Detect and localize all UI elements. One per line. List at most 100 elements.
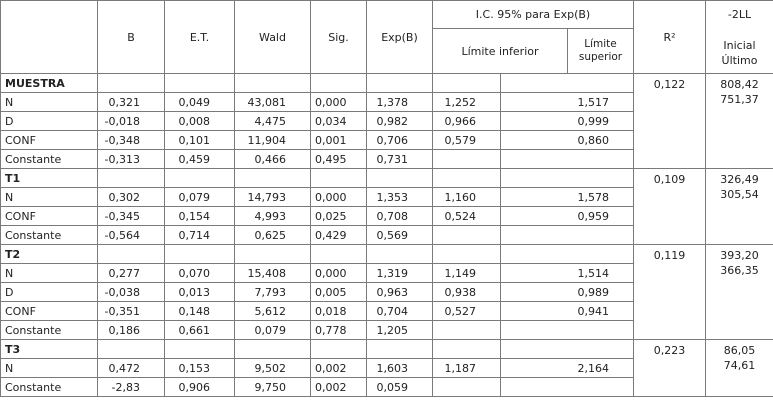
- empty-cell: [164, 73, 235, 93]
- row-label: N: [0, 263, 98, 283]
- row-label: N: [0, 92, 98, 112]
- row-label: N: [0, 358, 98, 378]
- value-cell: 0,000: [310, 92, 367, 112]
- data-row: Constante 0,186 0,661 0,079 0,778 1,205: [0, 320, 773, 340]
- value-cell: 0,731: [366, 149, 433, 169]
- data-row: N 0,321 0,049 43,081 0,000 1,378 1,252 1,517: [0, 92, 773, 112]
- value-cell: 5,612: [234, 301, 311, 321]
- value-cell: -0,564: [97, 225, 165, 245]
- empty-cell: [432, 73, 501, 93]
- value-cell: 0,466: [234, 149, 311, 169]
- value-cell: 0,070: [164, 263, 235, 283]
- value-cell: 0,459: [164, 149, 235, 169]
- value-cell: 0,059: [366, 377, 433, 397]
- value-cell: 0,625: [234, 225, 311, 245]
- value-cell: 0,495: [310, 149, 367, 169]
- row-label: CONF: [0, 301, 98, 321]
- empty-cell: [234, 244, 311, 264]
- value-cell: 43,081: [234, 92, 311, 112]
- group-row: MUESTRA 0,122 808,42 751,37: [0, 73, 773, 169]
- value-cell: -0,351: [97, 301, 165, 321]
- group-name: T3: [0, 339, 98, 359]
- value-cell: 1,205: [366, 320, 433, 340]
- empty-cell: [500, 377, 634, 397]
- value-cell: 1,252: [432, 92, 501, 112]
- header-cell: R²: [633, 0, 706, 74]
- ll-initial-value: 808,42: [720, 78, 759, 91]
- group-name: T1: [0, 168, 98, 188]
- header-cell: -2LL Inicial Último: [705, 0, 773, 74]
- value-cell: 4,475: [234, 111, 311, 131]
- value-cell: -2,83: [97, 377, 165, 397]
- row-label: CONF: [0, 206, 98, 226]
- value-cell: 1,160: [432, 187, 501, 207]
- empty-cell: [164, 339, 235, 359]
- value-cell: 1,603: [366, 358, 433, 378]
- header-row: B E.T. Wald Sig. Exp(B) I.C. 95% para Ex…: [0, 0, 773, 74]
- value-cell: 4,993: [234, 206, 311, 226]
- value-cell: 0,429: [310, 225, 367, 245]
- group-row: T1 0,109 326,49 305,54: [0, 168, 773, 245]
- r2-cell: 0,122: [633, 73, 706, 169]
- data-row: N 0,302 0,079 14,793 0,000 1,353 1,160 1,578: [0, 187, 773, 207]
- row-label: Constante: [0, 377, 98, 397]
- value-cell: 0,989: [500, 282, 634, 302]
- value-cell: 0,002: [310, 358, 367, 378]
- empty-cell: [432, 377, 501, 397]
- ll-cell: 393,20 366,35: [705, 244, 773, 340]
- value-cell: 0,277: [97, 263, 165, 283]
- value-cell: 0,472: [97, 358, 165, 378]
- value-cell: 15,408: [234, 263, 311, 283]
- ll-initial-value: 393,20: [720, 249, 759, 262]
- group-row: T2 0,119 393,20 366,35: [0, 244, 773, 340]
- header-cell: Límite superior: [567, 28, 634, 74]
- data-row: CONF -0,345 0,154 4,993 0,025 0,708 0,524 0,959: [0, 206, 773, 226]
- value-cell: 0,708: [366, 206, 433, 226]
- ll-cell: 86,05 74,61: [705, 339, 773, 397]
- value-cell: 0,013: [164, 282, 235, 302]
- value-cell: 0,025: [310, 206, 367, 226]
- empty-cell: [366, 244, 433, 264]
- header-cell: Límite inferior: [432, 28, 568, 74]
- header-cell: B: [97, 0, 165, 74]
- row-label: Constante: [0, 225, 98, 245]
- group-name: MUESTRA: [0, 73, 98, 93]
- r2-cell: 0,223: [633, 339, 706, 397]
- value-cell: 0,778: [310, 320, 367, 340]
- data-row: Constante -2,83 0,906 9,750 0,002 0,059: [0, 377, 773, 397]
- value-cell: 0,000: [310, 263, 367, 283]
- value-cell: 0,079: [164, 187, 235, 207]
- value-cell: 0,527: [432, 301, 501, 321]
- value-cell: 14,793: [234, 187, 311, 207]
- r2-cell: 0,119: [633, 244, 706, 340]
- value-cell: 2,164: [500, 358, 634, 378]
- row-label: Constante: [0, 320, 98, 340]
- data-row: CONF -0,351 0,148 5,612 0,018 0,704 0,527 0,941: [0, 301, 773, 321]
- empty-cell: [366, 168, 433, 188]
- row-label: D: [0, 111, 98, 131]
- empty-cell: [500, 168, 634, 188]
- empty-cell: [366, 73, 433, 93]
- row-label: N: [0, 187, 98, 207]
- empty-cell: [97, 244, 165, 264]
- value-cell: 11,904: [234, 130, 311, 150]
- value-cell: 0,001: [310, 130, 367, 150]
- empty-cell: [432, 244, 501, 264]
- ll-final-value: 305,54: [720, 188, 759, 201]
- value-cell: 0,569: [366, 225, 433, 245]
- header-cell: Sig.: [310, 0, 367, 74]
- empty-cell: [97, 168, 165, 188]
- value-cell: -0,018: [97, 111, 165, 131]
- value-cell: 0,966: [432, 111, 501, 131]
- value-cell: 0,524: [432, 206, 501, 226]
- value-cell: 0,148: [164, 301, 235, 321]
- empty-cell: [432, 149, 501, 169]
- group-row: T3 0,223 86,05 74,61: [0, 339, 773, 397]
- empty-cell: [432, 225, 501, 245]
- header-cell: Wald: [234, 0, 311, 74]
- value-cell: 0,034: [310, 111, 367, 131]
- value-cell: 0,661: [164, 320, 235, 340]
- value-cell: 1,514: [500, 263, 634, 283]
- value-cell: 0,049: [164, 92, 235, 112]
